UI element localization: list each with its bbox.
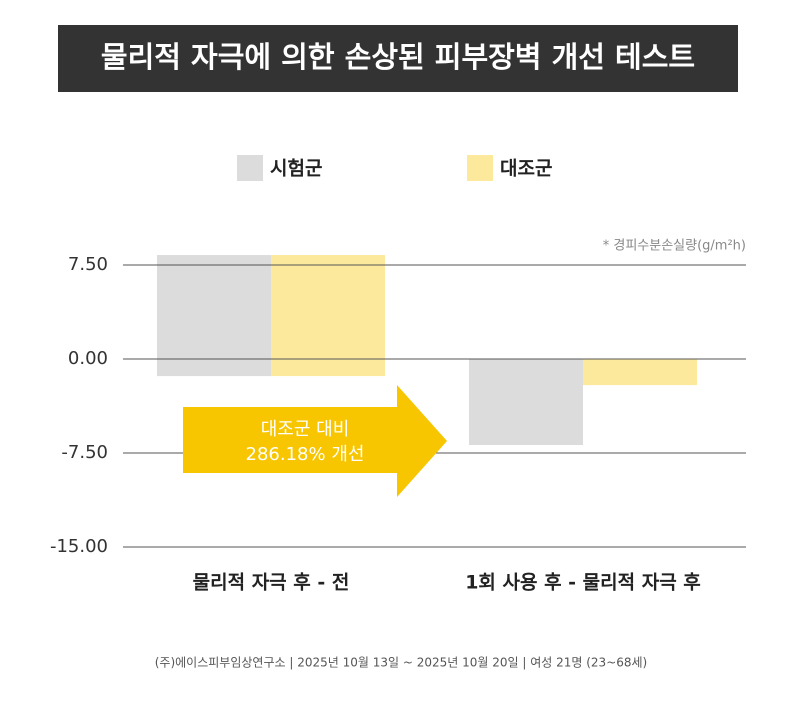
y-tick-label: 7.50 xyxy=(68,254,108,275)
bar xyxy=(157,255,271,377)
legend-label: 시험군 xyxy=(270,158,322,180)
y-tick-label: -15.00 xyxy=(50,536,108,557)
annotation: 대조군 대비 xyxy=(261,419,350,440)
annotation: 286.18% 개선 xyxy=(246,444,365,465)
footer: (주)에이스피부임상연구소 | 2025년 10월 13일 ~ 2025년 10… xyxy=(155,656,648,670)
bar xyxy=(271,255,385,377)
arrow xyxy=(183,385,447,497)
title-box xyxy=(58,25,738,92)
legend-swatch xyxy=(467,155,493,181)
bar xyxy=(469,359,583,446)
y-tick-label: -7.50 xyxy=(61,442,108,463)
y-tick-label: 0.00 xyxy=(68,348,108,369)
legend-label: 대조군 xyxy=(500,158,552,180)
unit-note: * 경피수분손실량(g/m²h) xyxy=(603,239,746,254)
x-tick-label: 물리적 자극 후 - 전 xyxy=(193,572,350,594)
x-tick-label: 1회 사용 후 - 물리적 자극 후 xyxy=(465,572,701,594)
chart-title: 물리적 자극에 의한 손상된 피부장벽 개선 테스트 xyxy=(101,40,695,74)
bar xyxy=(583,359,697,386)
legend-swatch xyxy=(237,155,263,181)
